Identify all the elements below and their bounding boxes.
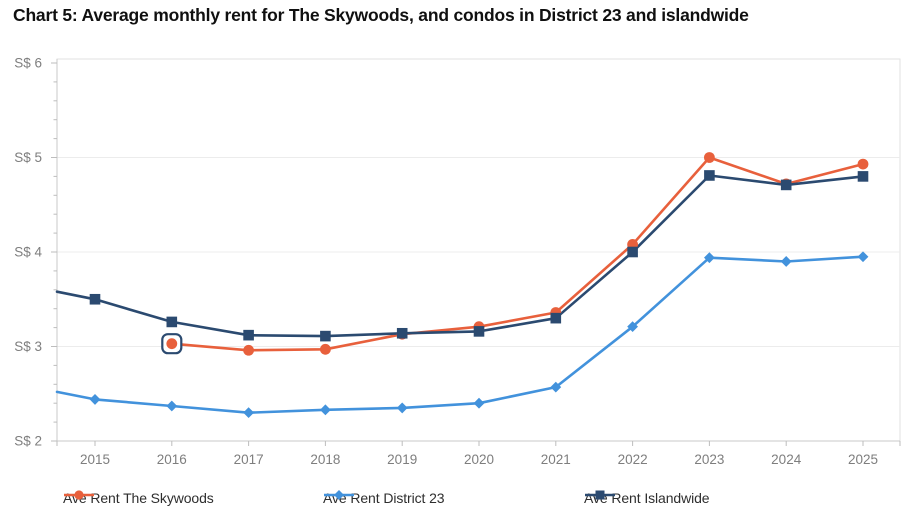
data-point-district23[interactable] xyxy=(780,256,792,267)
x-axis-label: 2024 xyxy=(771,452,802,467)
data-point-district23[interactable] xyxy=(627,321,638,333)
y-axis-label: S$ 5 xyxy=(14,150,42,165)
data-point-skywoods[interactable] xyxy=(320,343,331,355)
data-point-islandwide[interactable] xyxy=(166,316,178,328)
data-point-skywoods[interactable] xyxy=(166,338,178,350)
x-axis-label: 2017 xyxy=(234,452,264,467)
y-axis-label: S$ 4 xyxy=(14,245,42,260)
y-axis-label: S$ 3 xyxy=(14,339,42,354)
x-axis-label: 2021 xyxy=(541,452,571,467)
x-axis-label: 2015 xyxy=(80,452,110,467)
data-point-islandwide[interactable] xyxy=(550,312,562,324)
x-axis-label: 2025 xyxy=(848,452,878,467)
data-point-islandwide[interactable] xyxy=(627,246,638,258)
legend-marker-district23-icon xyxy=(324,490,354,500)
data-point-islandwide[interactable] xyxy=(320,330,331,342)
data-point-islandwide[interactable] xyxy=(857,171,869,182)
data-point-district23[interactable] xyxy=(89,394,101,405)
x-axis-label: 2018 xyxy=(310,452,340,467)
data-point-district23[interactable] xyxy=(243,407,254,419)
data-point-district23[interactable] xyxy=(704,252,715,264)
series-line-islandwide xyxy=(55,174,865,338)
data-point-islandwide[interactable] xyxy=(704,170,715,181)
data-point-islandwide[interactable] xyxy=(396,327,408,339)
data-point-district23[interactable] xyxy=(473,397,485,409)
plot-area-border xyxy=(56,58,901,442)
legend-item-district23[interactable]: Ave Rent District 23 xyxy=(323,488,445,508)
data-point-skywoods[interactable] xyxy=(704,152,715,163)
chart-title: Chart 5: Average monthly rent for The Sk… xyxy=(13,5,749,25)
data-point-islandwide[interactable] xyxy=(89,293,101,305)
legend-marker-skywoods-icon xyxy=(64,490,94,500)
y-axis-label: S$ 2 xyxy=(14,434,42,449)
data-point-district23[interactable] xyxy=(396,402,408,414)
data-point-district23[interactable] xyxy=(550,381,562,393)
x-axis-label: 2019 xyxy=(387,452,417,467)
series-line-skywoods xyxy=(170,156,865,352)
legend-label-skywoods: Ave Rent The Skywoods xyxy=(63,490,214,506)
data-point-district23[interactable] xyxy=(320,404,331,416)
y-axis-label: S$ 6 xyxy=(14,56,42,71)
rent-chart-svg: S$ 2 S$ 3 S$ 4 S$ 5 S$ 6 2015 2016 2017 2018 2019… xyxy=(14,56,901,467)
x-axis-label: 2023 xyxy=(694,452,724,467)
series-line-district23 xyxy=(55,255,865,415)
data-point-skywoods[interactable] xyxy=(243,344,255,356)
data-point-skywoods[interactable] xyxy=(857,158,869,170)
legend-label-islandwide: Ave Rent Islandwide xyxy=(584,490,710,506)
x-axis-label: 2020 xyxy=(464,452,494,467)
x-axis-label: 2016 xyxy=(157,452,187,467)
data-point-islandwide[interactable] xyxy=(780,179,792,191)
data-point-islandwide[interactable] xyxy=(473,326,485,337)
data-point-district23[interactable] xyxy=(166,400,178,412)
legend-item-skywoods[interactable]: Ave Rent The Skywoods xyxy=(63,488,214,508)
data-point-district23[interactable] xyxy=(857,251,869,263)
legend-item-islandwide[interactable]: Ave Rent Islandwide xyxy=(584,488,710,508)
legend: Ave Rent The Skywoods Ave Rent District … xyxy=(0,488,914,512)
legend-marker-islandwide-icon xyxy=(585,490,615,500)
data-point-islandwide[interactable] xyxy=(243,329,254,341)
x-axis-label: 2022 xyxy=(618,452,648,467)
